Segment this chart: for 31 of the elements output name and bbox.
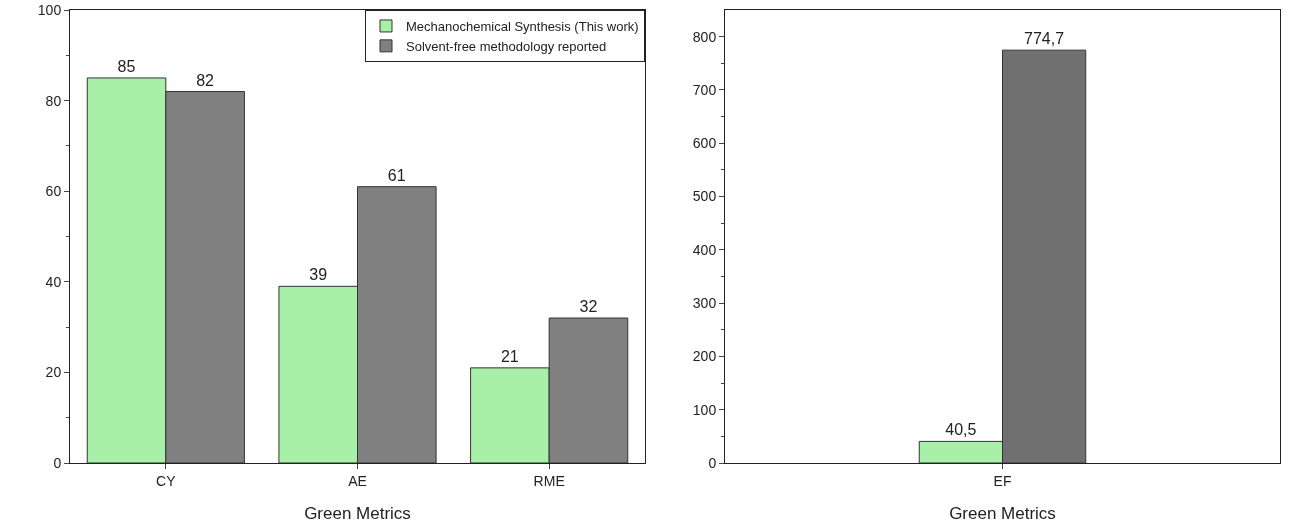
y-tick-label: 40 <box>45 273 62 290</box>
y-tick-label: 500 <box>692 188 717 205</box>
y-tick-label: 800 <box>692 28 717 45</box>
x-tick-label: CY <box>156 472 177 489</box>
data-label: 85 <box>117 57 136 75</box>
y-tick-label: 60 <box>45 183 62 200</box>
y-tick-label: 200 <box>692 348 717 365</box>
y-tick-label: 300 <box>692 295 717 312</box>
x-axis-title: Green Metrics <box>949 504 1056 523</box>
x-tick-label: AE <box>348 472 367 489</box>
y-tick-label: 400 <box>692 241 717 258</box>
y-tick-label: 80 <box>45 92 62 109</box>
data-label: 61 <box>387 166 406 184</box>
y-tick-label: 100 <box>37 1 62 18</box>
x-tick-label: EF <box>993 472 1012 489</box>
y-tick-label: 600 <box>692 135 717 152</box>
y-tick-label: 100 <box>692 401 717 418</box>
data-label: 21 <box>500 347 519 365</box>
y-tick-label: 700 <box>692 81 717 98</box>
y-tick-label: 0 <box>708 454 717 471</box>
data-label: 39 <box>309 266 328 284</box>
data-label: 82 <box>196 71 215 89</box>
x-axis-title: Green Metrics <box>304 504 411 523</box>
y-tick-label: 0 <box>53 454 62 471</box>
data-label: 774,7 <box>1024 30 1065 48</box>
y-tick-label: 20 <box>45 364 62 381</box>
legend-label: Mechanochemical Synthesis (This work) <box>406 19 639 35</box>
x-tick-label: RME <box>533 472 565 489</box>
data-label: 40,5 <box>945 421 977 439</box>
data-label: 32 <box>579 298 598 316</box>
legend-label: Solvent-free methodology reported <box>406 38 607 54</box>
